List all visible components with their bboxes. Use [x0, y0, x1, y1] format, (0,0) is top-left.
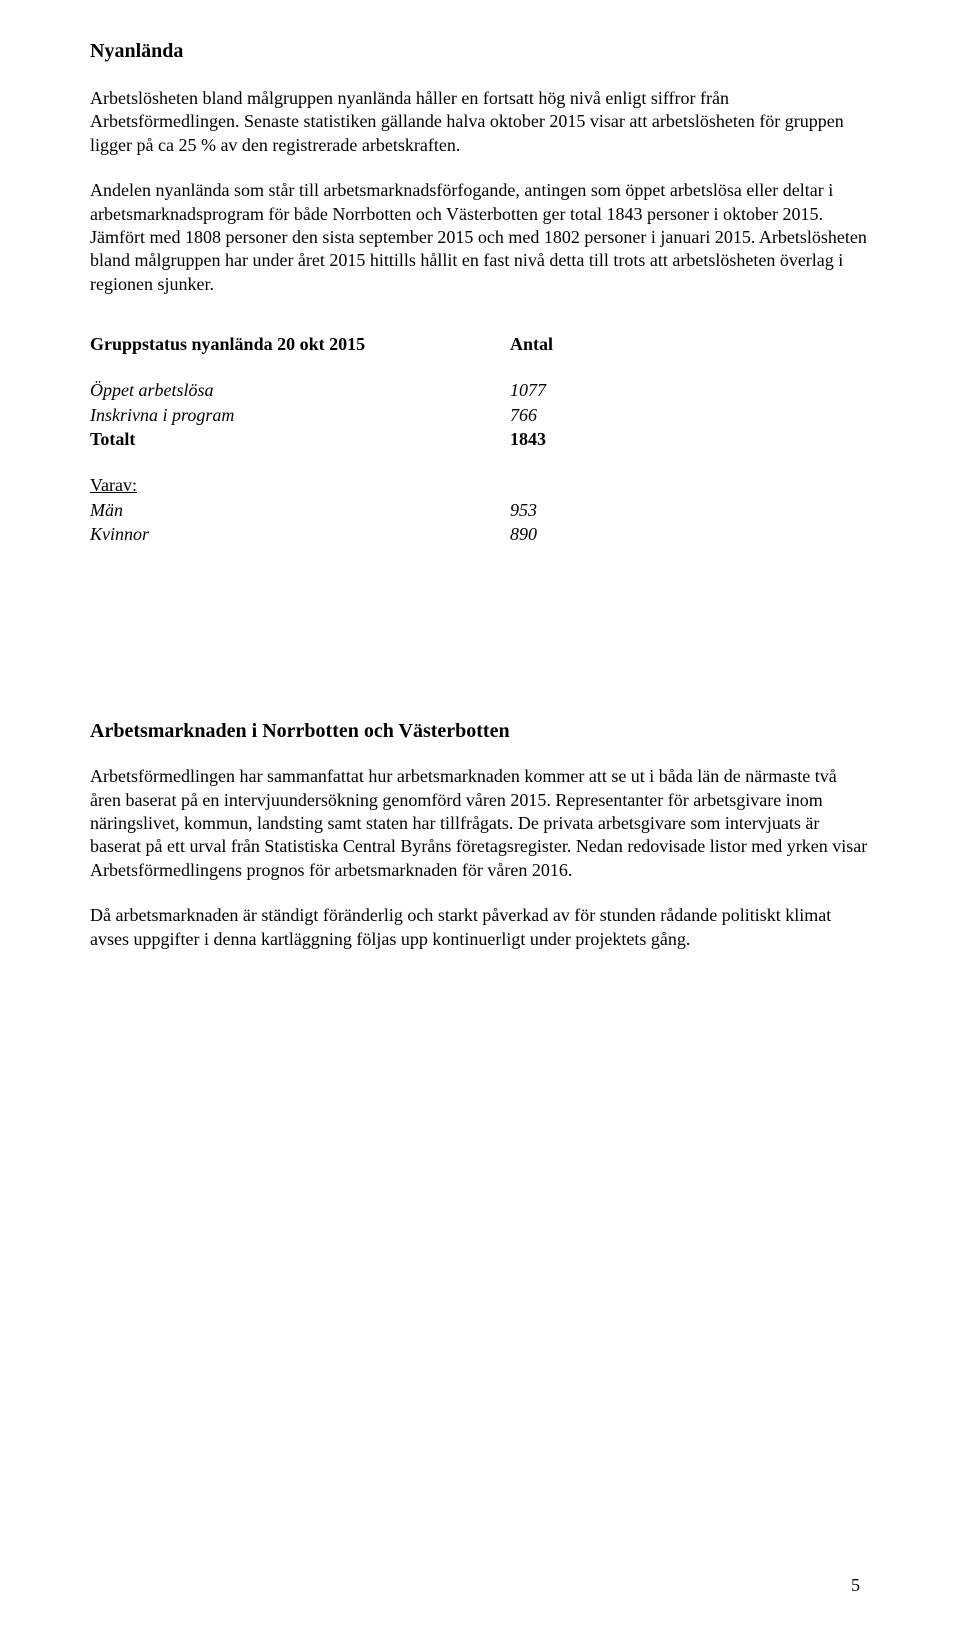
paragraph: Arbetsförmedlingen har sammanfattat hur … — [90, 765, 870, 882]
table-row: Män 953 — [90, 498, 870, 522]
section-heading-nyanlanda: Nyanlända — [90, 40, 870, 63]
table-cell-value: 953 — [510, 498, 630, 522]
table-cell-label: Öppet arbetslösa — [90, 378, 510, 402]
paragraph: Andelen nyanlända som står till arbetsma… — [90, 179, 870, 296]
table-header-row: Gruppstatus nyanlända 20 okt 2015 Antal — [90, 332, 870, 356]
table-cell-value: 1077 — [510, 378, 630, 402]
paragraph: Då arbetsmarknaden är ständigt föränderl… — [90, 904, 870, 951]
table-cell-value: 1843 — [510, 427, 630, 451]
table-header-label: Gruppstatus nyanlända 20 okt 2015 — [90, 332, 510, 356]
table-cell-value: 890 — [510, 522, 630, 546]
table-cell-label: Inskrivna i program — [90, 403, 510, 427]
status-table: Gruppstatus nyanlända 20 okt 2015 Antal … — [90, 332, 870, 546]
table-row-total: Totalt 1843 — [90, 427, 870, 451]
table-row: Inskrivna i program 766 — [90, 403, 870, 427]
table-row: Öppet arbetslösa 1077 — [90, 378, 870, 402]
table-subheader: Varav: — [90, 473, 870, 497]
table-row: Kvinnor 890 — [90, 522, 870, 546]
page-number: 5 — [851, 1575, 860, 1596]
table-header-value: Antal — [510, 332, 630, 356]
table-cell-value: 766 — [510, 403, 630, 427]
section-heading-arbetsmarknaden: Arbetsmarknaden i Norrbotten och Västerb… — [90, 720, 870, 743]
varav-label: Varav: — [90, 473, 510, 497]
table-cell-label: Kvinnor — [90, 522, 510, 546]
table-cell-label: Män — [90, 498, 510, 522]
table-cell-label: Totalt — [90, 427, 510, 451]
paragraph: Arbetslösheten bland målgruppen nyanländ… — [90, 87, 870, 157]
